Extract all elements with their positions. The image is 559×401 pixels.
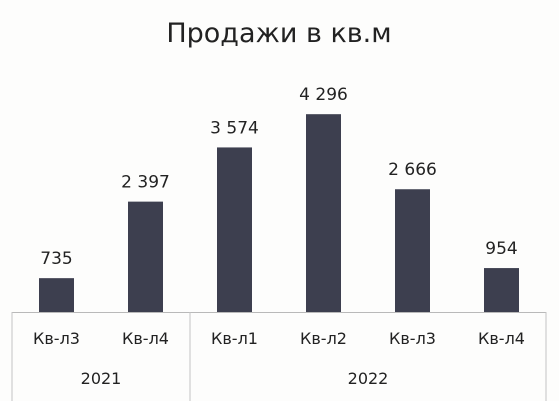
data-label-1: 735 [40,249,72,269]
data-label-3: 3 574 [210,118,259,138]
data-labels-layer: 735 2 397 3 574 4 296 2 666 954 [40,85,517,269]
data-label-4: 4 296 [299,85,348,105]
category-axis: Кв-л3 Кв-л4 Кв-л1 Кв-л2 Кв-л3 Кв-л4 2021 2022 [11,312,547,401]
category-label-3: Кв-л1 [211,329,258,348]
data-label-2: 2 397 [121,173,170,193]
bar-2 [128,201,163,312]
category-label-4: Кв-л2 [300,329,347,348]
bar-1 [39,278,74,312]
category-label-6: Кв-л4 [478,329,525,348]
category-label-2: Кв-л4 [122,329,169,348]
data-label-6: 954 [485,239,517,259]
data-label-5: 2 666 [388,160,437,180]
bar-3 [217,147,252,312]
group-label-2: 2022 [348,369,389,388]
bar-5 [395,189,430,312]
category-label-1: Кв-л3 [33,329,80,348]
bar-4 [306,114,341,312]
group-label-1: 2021 [81,369,122,388]
bars-layer [39,114,519,312]
category-label-5: Кв-л3 [389,329,436,348]
bar-6 [484,268,519,312]
chart-title: Продажи в кв.м [166,18,391,49]
